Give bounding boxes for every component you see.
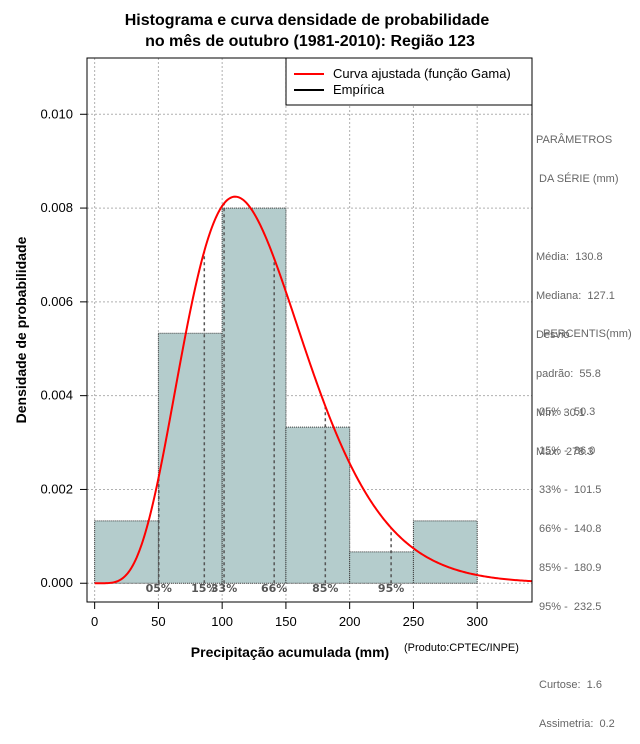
percentiles-panel: PERCENTIS(mm) 05% - 50.3 15% - 86.0 33% … xyxy=(539,302,632,744)
y-tick-label: 0.008 xyxy=(40,200,73,215)
x-axis-label: Precipitação acumulada (mm) xyxy=(191,644,389,660)
x-tick-label: 200 xyxy=(339,614,361,629)
histogram-bar xyxy=(221,207,287,584)
percentile-row: 85% - 180.9 xyxy=(539,562,602,574)
legend-label-empirical: Empírica xyxy=(333,82,385,97)
stat-median: Mediana: 127.1 xyxy=(536,290,615,302)
percentile-label: 85% xyxy=(312,582,338,595)
x-tick-label: 100 xyxy=(211,614,233,629)
chart-title-line2: no mês de outubro (1981-2010): Região 12… xyxy=(145,33,475,50)
percentile-label: 05% xyxy=(146,582,172,595)
x-tick-label: 150 xyxy=(275,614,297,629)
histogram-bars xyxy=(94,207,478,584)
x-tick-label: 50 xyxy=(151,614,165,629)
axes: 0 50 100 150 200 250 300 0.000 0.002 0.004 0.006 0.… xyxy=(40,106,488,629)
percentile-label: 33% xyxy=(211,582,237,595)
x-tick-label: 0 xyxy=(91,614,98,629)
y-tick-label: 0.010 xyxy=(40,106,73,121)
percentile-label: 95% xyxy=(378,582,404,595)
legend: Curva ajustada (função Gama) Empírica xyxy=(285,57,533,106)
percentile-row: 95% - 232.5 xyxy=(539,601,602,613)
x-tick-label: 300 xyxy=(466,614,488,629)
histogram-bar xyxy=(349,551,414,584)
percentile-label: 15% xyxy=(191,582,217,595)
percentile-row: 33% - 101.5 xyxy=(539,484,602,496)
stat-min: Mín: 30.1 xyxy=(536,407,585,419)
series-parameters: PARÂMETROS DA SÉRIE (mm) Média: 130.8 Me… xyxy=(536,108,619,472)
legend-box xyxy=(285,57,533,106)
histogram-bar xyxy=(94,520,159,584)
y-axis-label: Densidade de probabilidade xyxy=(13,236,29,423)
histogram-bar xyxy=(285,426,351,584)
percentiles-header: PERCENTIS(mm) xyxy=(543,328,632,340)
legend-label-curve: Curva ajustada (função Gama) xyxy=(333,66,511,81)
gamma-curve xyxy=(94,195,533,585)
percentile-label: 66% xyxy=(261,582,287,595)
stat-max: Máx: 278.3 xyxy=(536,446,594,458)
stat-sd: padrão: 55.8 xyxy=(536,368,601,380)
y-tick-label: 0.002 xyxy=(40,481,73,496)
params-header: PARÂMETROS xyxy=(536,134,613,146)
y-tick-label: 0.004 xyxy=(40,388,73,403)
percentile-row: 66% - 140.8 xyxy=(539,523,602,535)
percentile-markers: 05% 15%33% 66% 85% 95% xyxy=(146,203,404,595)
credit-label: (Produto:CPTEC/INPE) xyxy=(404,642,519,654)
params-header-unit: DA SÉRIE (mm) xyxy=(536,173,619,185)
x-tick-label: 250 xyxy=(403,614,425,629)
stat-mean: Média: 130.8 xyxy=(536,251,603,263)
chart-title-line1: Histograma e curva densidade de probabil… xyxy=(125,12,490,29)
y-tick-label: 0.000 xyxy=(40,575,73,590)
histogram-chart: 05% 15%33% 66% 85% 95% 0 50 100 150 200 250 300 0.0… xyxy=(13,12,533,660)
skewness: Assimetria: 0.2 xyxy=(539,718,615,730)
stat-sd-label: Desvio xyxy=(536,329,570,341)
histogram-bar xyxy=(157,332,223,584)
y-tick-label: 0.006 xyxy=(40,294,73,309)
percentile-row: 15% - 86.0 xyxy=(539,445,596,457)
percentile-row: 05% - 50.3 xyxy=(539,406,596,418)
kurtosis: Curtose: 1.6 xyxy=(539,679,602,691)
